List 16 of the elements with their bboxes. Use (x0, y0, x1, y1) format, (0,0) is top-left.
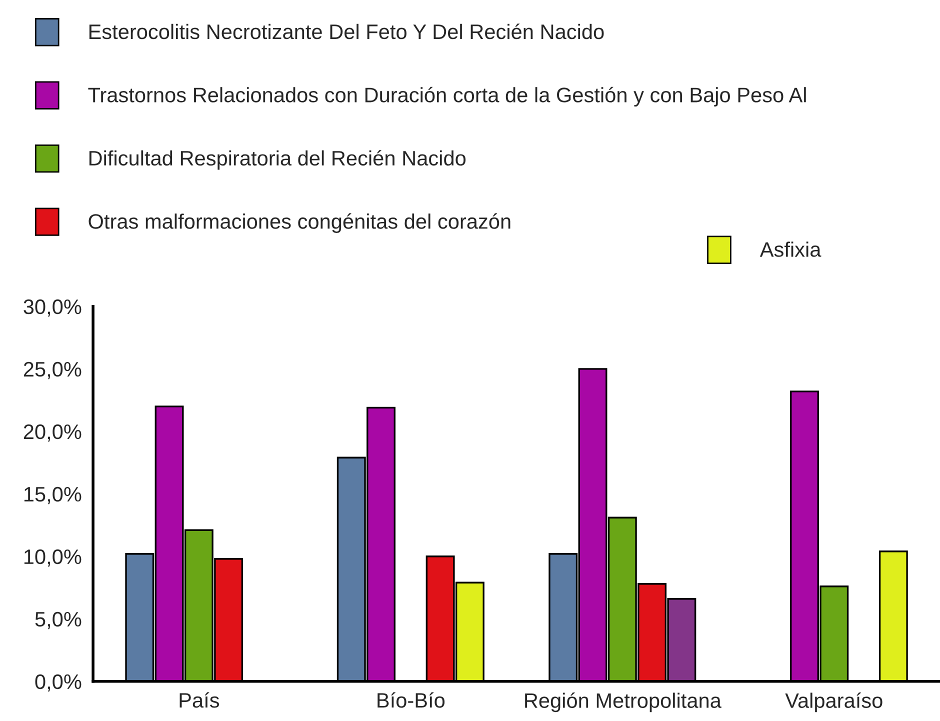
y-tick-label: 20,0% (24, 424, 82, 442)
legend-label: Otras malformaciones congénitas del corazón (88, 213, 510, 233)
legend-label: Esterocolitis Necrotizante Del Feto Y Del Recién Nacido (89, 24, 604, 40)
y-tick-label: 30,0% (24, 299, 82, 317)
y-tick-label: 25,0% (24, 362, 82, 380)
x-tick-label: Región Metropolitana (525, 692, 722, 712)
x-tick-label: País (180, 692, 220, 708)
y-tick-label: 0,0% (35, 674, 82, 692)
y-tick-label: 15,0% (24, 486, 82, 504)
legend-label: Trastornos Relacionados con Duración corta de la Gestión y con Bajo Peso Al (88, 86, 806, 107)
x-tick-label: Bío-Bío (378, 692, 445, 708)
y-tick-label: 5,0% (35, 612, 82, 630)
legend-label: Asfixia (760, 242, 822, 257)
legend-label: Dificultad Respiratoria del Recién Nacido (89, 150, 466, 170)
y-tick-label: 10,0% (24, 549, 82, 567)
x-tick-label: Valparaíso (785, 692, 882, 712)
